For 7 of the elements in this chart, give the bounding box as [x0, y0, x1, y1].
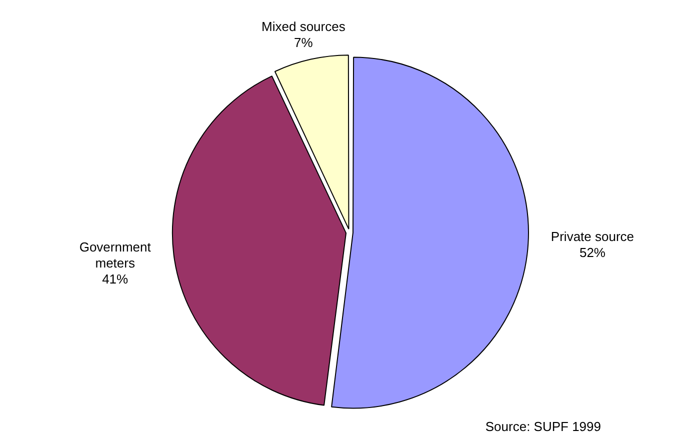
- source-note: Source: SUPF 1999: [485, 419, 601, 434]
- data-label: 52%: [579, 244, 606, 260]
- slice-label: Government meters: [79, 240, 152, 271]
- slice-label: Private source: [550, 228, 634, 244]
- slice-label: Mixed sources: [262, 18, 346, 34]
- data-label: 41%: [102, 272, 129, 287]
- data-label: 7%: [294, 34, 314, 50]
